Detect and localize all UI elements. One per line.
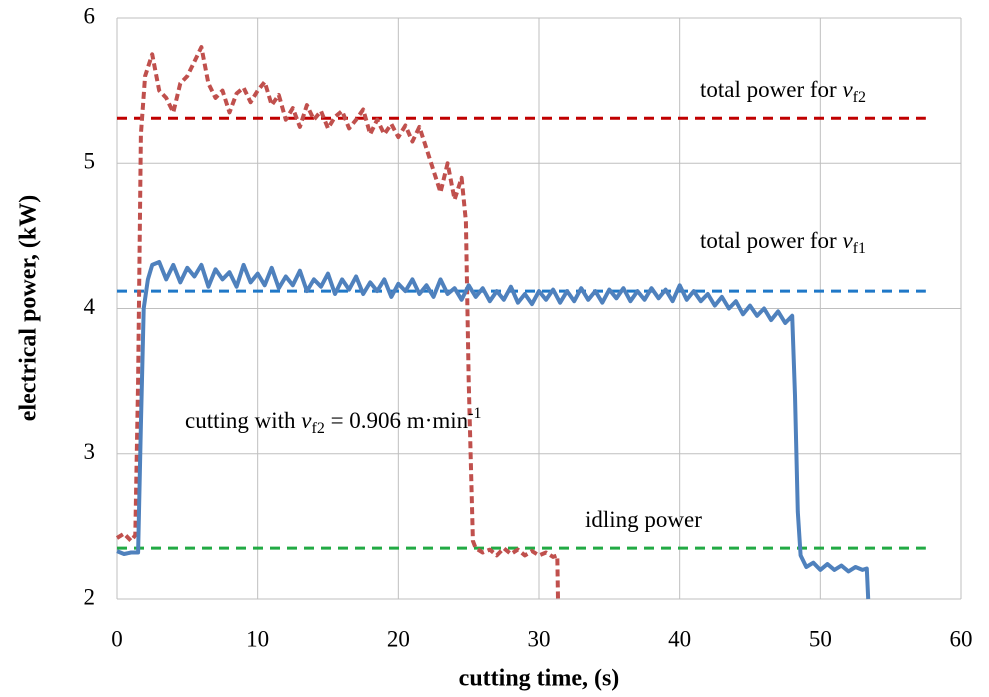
annotation-subscript: f1 [853, 240, 866, 257]
annotation-subscript: f2 [312, 420, 325, 437]
annotation-symbol: v [301, 408, 312, 433]
x-tick-label: 60 [950, 626, 973, 651]
annotation-superscript: -1 [468, 405, 481, 422]
x-tick-label: 10 [246, 626, 269, 651]
y-tick-label: 4 [84, 294, 96, 319]
data-line [116, 260, 871, 600]
annotation: idling power [585, 507, 702, 532]
x-tick-label: 50 [809, 626, 832, 651]
y-tick-label: 6 [84, 3, 96, 28]
x-tick-label: 0 [111, 626, 123, 651]
y-tick-label: 2 [84, 584, 96, 609]
annotation: total power for vf2 [700, 77, 866, 105]
data-line [115, 45, 560, 600]
y-tick-label: 5 [84, 149, 96, 174]
annotation-text: total power for [700, 77, 842, 102]
annotation-symbol: v [842, 228, 853, 253]
annotation-suffix: = 0.906 m·min [325, 408, 469, 433]
annotation: cutting with vf2 = 0.906 m·min-1 [185, 405, 481, 437]
x-tick-label: 20 [387, 626, 410, 651]
annotation-text: cutting with [185, 408, 301, 433]
y-axis-title: electrical power, (kW) [16, 195, 42, 421]
annotation: total power for vf1 [700, 228, 866, 256]
annotation-subscript: f2 [853, 89, 866, 106]
annotation-symbol: v [842, 77, 853, 102]
y-tick-label: 3 [84, 439, 96, 464]
x-tick-label: 30 [528, 626, 551, 651]
annotation-text: idling power [585, 507, 702, 532]
x-tick-label: 40 [668, 626, 691, 651]
annotation-text: total power for [700, 228, 842, 253]
x-axis-title: cutting time, (s) [459, 666, 620, 692]
